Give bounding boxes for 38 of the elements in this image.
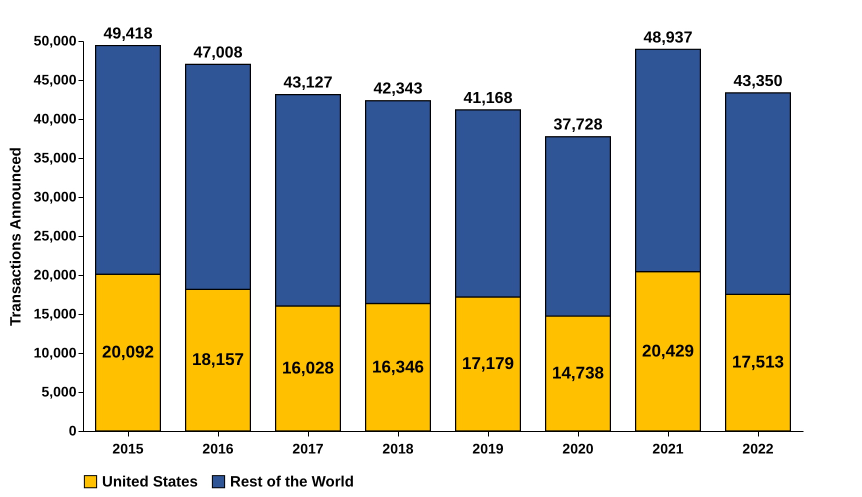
y-tick-label: 20,000 (34, 266, 77, 282)
data-label: 20,429 (642, 341, 694, 360)
data-label: 17,179 (462, 354, 514, 373)
x-tick-label: 2022 (742, 440, 774, 456)
total-label: 48,937 (644, 29, 693, 46)
y-tick-label: 0 (68, 422, 77, 438)
x-tick-label: 2019 (472, 440, 504, 456)
x-tick-label: 2015 (112, 440, 144, 456)
x-tick-label: 2017 (292, 440, 324, 456)
y-tick-label: 15,000 (34, 306, 77, 322)
total-label: 41,168 (464, 90, 513, 107)
x-tick-label: 2018 (382, 440, 414, 456)
legend-label: Rest of the World (230, 474, 354, 491)
total-label: 49,418 (104, 26, 153, 43)
y-tick-label: 45,000 (34, 72, 77, 88)
total-label: 43,350 (734, 72, 783, 90)
total-label: 43,127 (284, 74, 333, 92)
total-label: 42,343 (374, 80, 423, 98)
y-tick-label: 35,000 (34, 150, 77, 166)
x-tick-label: 2020 (562, 440, 594, 456)
y-axis-title: Transactions Announced (8, 147, 25, 326)
x-tick-label: 2021 (652, 440, 684, 456)
data-label: 18,157 (192, 350, 244, 370)
total-label: 37,728 (554, 116, 603, 134)
data-label: 16,028 (282, 358, 334, 378)
data-label: 16,346 (372, 357, 424, 376)
y-tick-label: 30,000 (34, 188, 77, 204)
y-tick-label: 25,000 (34, 228, 77, 244)
data-label: 14,738 (552, 364, 604, 383)
total-label: 47,008 (194, 44, 243, 62)
x-tick-label: 2016 (202, 440, 234, 456)
y-tick-label: 10,000 (34, 344, 77, 360)
legend-label: United States (102, 474, 198, 491)
y-tick-label: 5,000 (41, 384, 77, 400)
y-tick-label: 40,000 (34, 110, 77, 126)
data-label: 20,092 (102, 342, 154, 362)
y-tick-label: 50,000 (34, 32, 77, 48)
data-label: 17,513 (732, 352, 784, 372)
